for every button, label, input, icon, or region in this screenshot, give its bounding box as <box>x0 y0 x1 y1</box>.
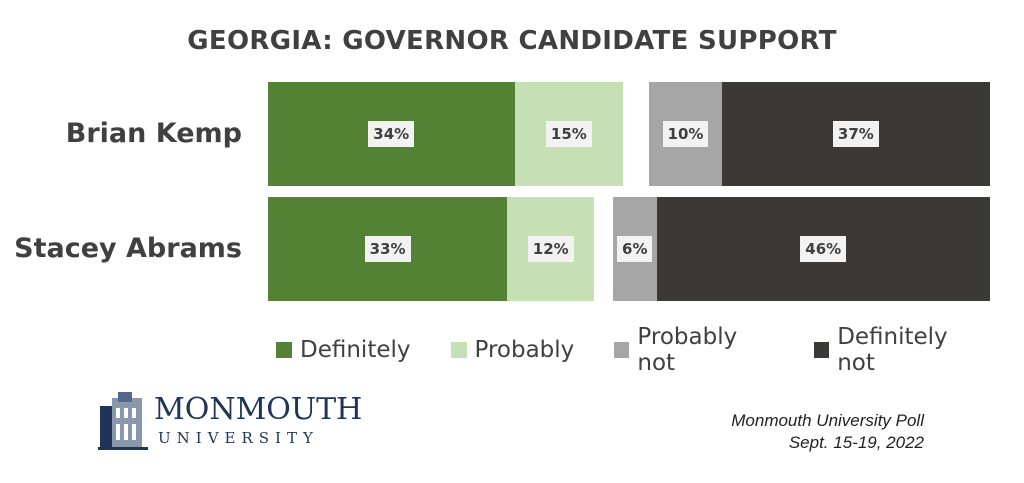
monmouth-logo: MONMOUTH UNIVERSITY <box>98 392 362 450</box>
bar-probably: 12% <box>507 197 595 301</box>
legend-item-definitely-not: Definitely not <box>814 324 984 376</box>
chart-title: GEORGIA: GOVERNOR CANDIDATE SUPPORT <box>187 26 837 56</box>
legend-swatch <box>276 342 292 358</box>
bar-probably-not: 6% <box>613 197 657 301</box>
data-label: 6% <box>617 236 653 262</box>
bar-definitely-not: 46% <box>656 197 990 301</box>
logo-name: MONMOUTH <box>154 392 363 427</box>
logo-sub: UNIVERSITY <box>158 429 319 447</box>
legend-label: Probably not <box>637 324 738 376</box>
data-label: 33% <box>364 236 411 262</box>
bar-definitely-not: 37% <box>721 82 990 186</box>
legend: Definitely Probably Probably not Definit… <box>276 324 1024 376</box>
data-label: 34% <box>368 121 415 147</box>
data-label: 10% <box>662 121 709 147</box>
legend-swatch <box>814 342 830 358</box>
legend-label: Definitely <box>300 337 411 363</box>
source-line-1: Monmouth University Poll <box>731 411 924 430</box>
data-label: 46% <box>800 236 847 262</box>
legend-item-probably-not: Probably not <box>614 324 774 376</box>
legend-label: Probably <box>474 337 575 363</box>
bar-definitely: 34% <box>268 82 515 186</box>
legend-item-probably: Probably <box>450 324 575 376</box>
source-note: Monmouth University Poll Sept. 15-19, 20… <box>731 410 924 454</box>
data-label: 12% <box>527 236 574 262</box>
category-label-kemp: Brian Kemp <box>65 118 242 149</box>
legend-swatch <box>450 342 467 358</box>
legend-label: Definitely not <box>837 324 948 376</box>
data-label: 15% <box>545 121 592 147</box>
source-line-2: Sept. 15-19, 2022 <box>788 433 924 452</box>
legend-item-definitely: Definitely <box>276 324 411 376</box>
bar-probably: 15% <box>514 82 624 186</box>
bar-definitely: 33% <box>268 197 508 301</box>
bar-probably-not: 10% <box>649 82 722 186</box>
legend-swatch <box>614 342 630 358</box>
data-label: 37% <box>832 121 879 147</box>
building-icon <box>98 392 148 450</box>
category-label-abrams: Stacey Abrams <box>14 233 242 264</box>
